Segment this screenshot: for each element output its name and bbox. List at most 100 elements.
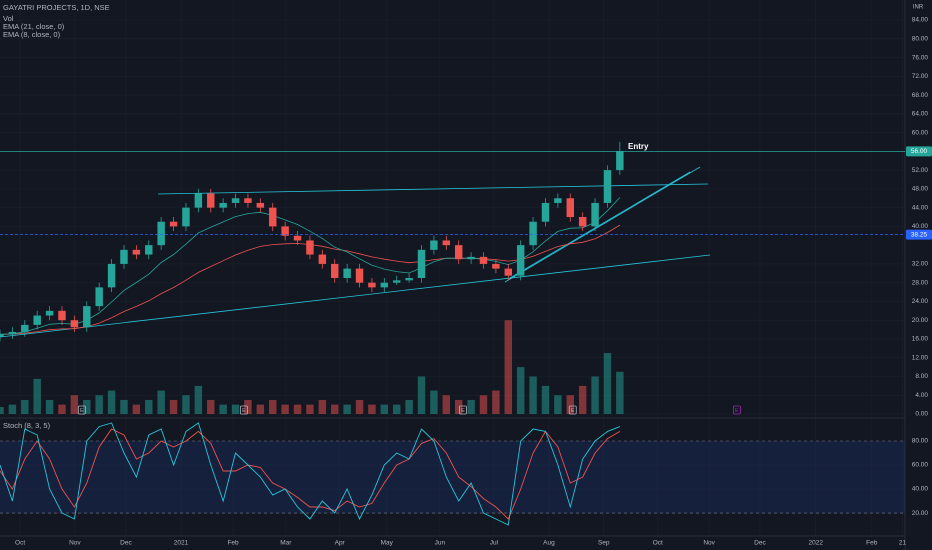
annotation: Entry [628,142,649,151]
volume-bar [293,404,302,415]
candle-body [157,221,165,246]
x-tick-label: Jul [490,540,499,547]
candle-body [132,249,141,255]
candle-body [355,268,364,283]
x-tick-label: Jun [435,540,446,547]
volume-bar [269,399,277,415]
x-tick-label: Dec [120,540,132,547]
volume-bar [33,378,41,415]
x-tick-label: Dec [754,540,766,547]
y-tick-label: 64.00 [912,111,929,118]
candle-body [33,315,41,325]
candle-body [244,198,252,203]
candle-body [504,268,513,276]
candle-body [343,268,351,278]
y-tick-label: 40.00 [912,486,929,493]
volume-bar [169,399,178,415]
candle-body [219,202,227,208]
volume-bar [83,399,91,415]
y-tick-label: 28.00 [912,279,929,286]
candle-body [578,217,587,227]
stoch-line [0,428,621,520]
candle-body [70,320,79,328]
volume-bar [417,376,426,415]
volume-bar [541,385,550,415]
volume-bar [566,395,574,415]
volume-bar [58,404,66,415]
candle-body [145,245,153,255]
candle-body [479,256,488,264]
x-tick-label: Mar [280,540,292,547]
indicator-label: Vol [3,14,14,23]
volume-bar [207,399,215,415]
candle-body [541,202,550,222]
candle-body [58,310,66,321]
y-tick-label: 44.00 [912,204,929,211]
x-tick-label: Sep [598,540,610,547]
volume-bar [603,353,612,415]
ema-line [0,197,621,335]
x-tick-label: Oct [653,540,663,547]
x-tick-label: Nov [703,540,715,547]
candle-body [207,193,215,208]
candle-body [83,306,91,328]
candle-body [554,198,562,203]
candle-body [331,263,339,278]
earnings-marker [459,405,467,415]
x-tick-label: Oct [15,540,25,547]
y-tick-label: 0.00 [915,411,928,418]
volume-bar [591,376,599,415]
volume-bar [430,390,438,415]
candle-body [21,324,29,332]
candle-body [529,221,537,246]
y-tick-label: 8.00 [915,373,928,380]
candle-body [194,193,203,208]
unit-label: INR [913,5,924,11]
candle-body [492,263,500,269]
candle-body [566,198,574,218]
candle-body [107,263,116,288]
candle-body [392,280,401,283]
volume-bar [318,399,327,415]
x-tick-label: 21 [899,540,907,547]
chart-title: GAYATRI PROJECTS, 1D, NSE [3,3,110,12]
candle-body [269,207,277,227]
volume-bar [0,406,4,415]
price-label-box [906,229,932,240]
volume-bar [145,399,153,415]
candle-body [306,240,314,255]
candle-body [45,310,54,316]
volume-bar [578,385,587,415]
candle-body [430,240,438,250]
volume-bar [244,399,252,415]
volume-bar [368,404,376,415]
candle-body [454,245,463,260]
candle-body [256,202,265,208]
trendline [0,254,711,338]
x-tick-label: Apr [335,540,346,547]
volume-bar [442,395,451,415]
candle-body [417,249,426,278]
volume-bar [380,404,389,415]
volume-bar [120,399,128,415]
volume-bar [479,395,488,415]
x-tick-label: Nov [69,540,81,547]
x-tick-label: 2022 [809,540,824,547]
x-tick-label: 2021 [174,540,189,547]
earnings-marker [77,405,86,415]
y-tick-label: 80.00 [912,36,929,43]
volume-bar [492,390,500,415]
volume-bar [331,404,339,415]
volume-bar [219,404,227,415]
candle-body [442,240,451,246]
x-tick-label: May [381,540,394,547]
candle-body [405,277,413,281]
y-tick-label: 20.00 [912,510,929,517]
candle-body [591,202,599,227]
y-tick-label: 52.00 [912,167,929,174]
earnings-label: E [242,408,246,414]
volume-bar [132,404,141,415]
